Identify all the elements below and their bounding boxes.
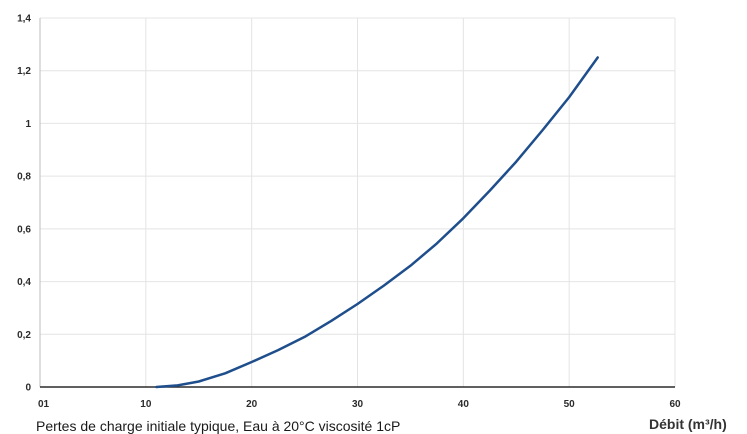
grid [39, 17, 676, 388]
chart-caption: Pertes de charge initiale typique, Eau à… [36, 418, 401, 434]
y-tick-label: 0,4 [17, 277, 31, 288]
y-tick-label: 0,8 [17, 172, 31, 183]
x-tick-label: 60 [669, 399, 681, 410]
x-tick-label: 20 [246, 399, 258, 410]
x-tick-labels: 01 10 20 30 40 50 60 [38, 399, 681, 410]
y-tick-label: 0 [25, 383, 31, 394]
y-tick-label: 1 [25, 119, 31, 130]
y-tick-label: 0,6 [17, 224, 31, 235]
x-tick-label: 10 [140, 399, 152, 410]
x-axis-label: Débit (m³/h) [649, 416, 727, 432]
x-tick-label: 01 [38, 399, 50, 410]
y-tick-label: 1,2 [17, 66, 31, 77]
series-lines [155, 56, 599, 389]
x-tick-label: 40 [458, 399, 470, 410]
x-tick-label: 30 [352, 399, 364, 410]
y-tick-labels: 0 0,2 0,4 0,6 0,8 1 1,2 1,4 [17, 14, 31, 394]
y-tick-label: 1,4 [17, 14, 31, 25]
y-tick-label: 0,2 [17, 330, 31, 341]
x-tick-label: 50 [564, 399, 576, 410]
series-line [155, 56, 599, 389]
